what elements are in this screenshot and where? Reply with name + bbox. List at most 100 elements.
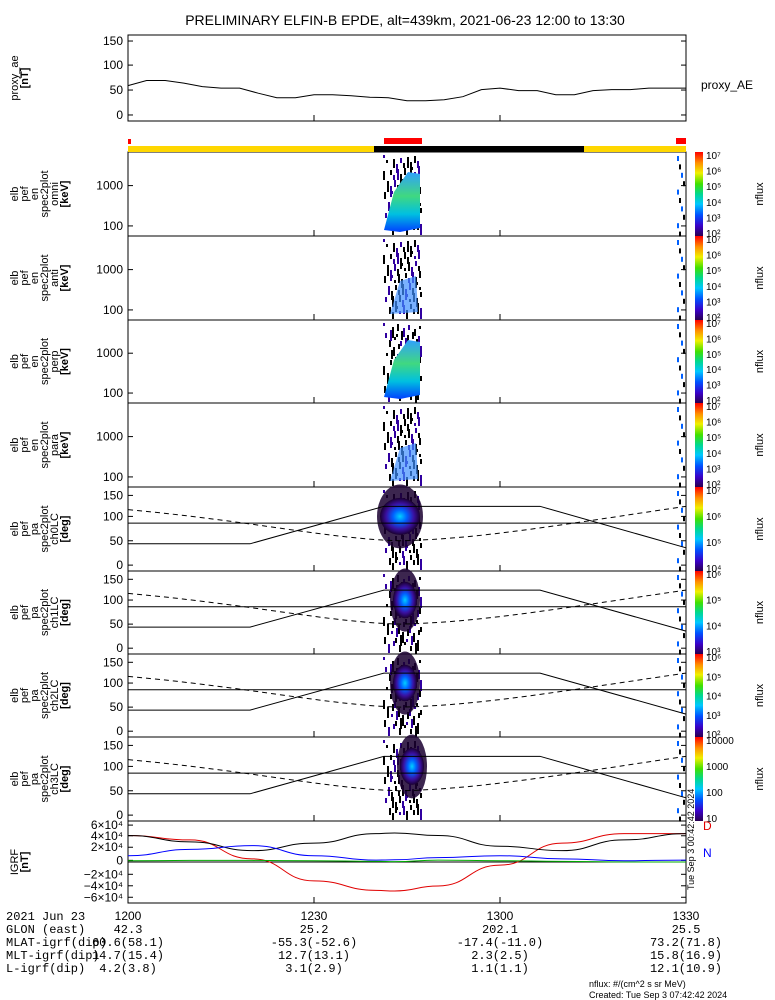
data-streak [395,786,397,791]
ylabel-line: [keV] [59,180,71,207]
data-streak [683,549,685,555]
data-streak [683,298,685,304]
data-streak [403,556,405,565]
colorbar: 10⁷ 10⁶ 10⁵ 10⁴ 10³ 10² nflux [695,235,766,324]
data-streak [679,783,681,788]
ephemeris-value: -17.4(-11.0) [457,936,543,950]
colorbar-tick: 10⁶ [706,334,721,345]
data-streak [410,395,412,400]
ytick-label: 100 [103,759,123,773]
data-streak [415,261,417,266]
ephemeris-value: 12.7(13.1) [278,949,350,963]
colorbar-tick: 10⁶ [706,418,721,429]
colorbar-tick: 10⁶ [706,512,721,523]
ylabel-line: [nT] [19,67,31,88]
colorbar-tick: 10³ [706,647,721,658]
data-streak [387,766,389,777]
ytick-label: 50 [110,534,124,548]
data-streak [400,158,402,163]
data-streak [392,621,394,628]
data-streak [420,627,422,632]
data-streak [398,625,400,634]
data-streak [413,633,415,642]
data-streak [387,624,389,635]
data-streak [683,516,685,522]
colorbar-tick: 10⁴ [706,692,721,703]
ephemeris-row-label: L-igrf(dip) [6,962,85,976]
data-streak [397,269,399,276]
data-streak [679,666,681,672]
data-streak [408,325,410,330]
data-streak [410,246,412,257]
igrf-series-line [127,845,687,862]
data-streak [392,228,394,235]
data-streak [420,680,422,691]
data-streak [398,708,400,717]
data-streak [383,239,385,242]
data-streak [413,794,415,803]
data-streak [417,161,419,168]
ephemeris-value: 1.1(1.1) [471,962,529,976]
colorbar-tick: 10⁶ [706,570,721,581]
data-streak [389,474,391,481]
panel-frame [127,34,687,122]
data-streak [399,796,401,803]
data-streak [414,156,416,163]
data-streak [407,424,409,431]
ytick-label: 1000 [96,179,123,193]
data-streak [683,599,685,605]
data-streak [677,558,679,564]
data-streak [396,749,398,758]
data-streak [383,756,385,765]
data-streak [401,331,403,340]
spectrum-blob [390,276,418,314]
loss-cone-line [128,505,687,549]
data-streak [418,713,420,718]
data-streak [389,558,391,565]
data-streak [383,740,385,743]
spectrum-blob [384,172,420,232]
ylabel-line: elb [9,605,21,620]
data-streak [407,241,409,252]
data-streak [393,426,395,431]
data-streak [681,757,683,763]
data-streak [385,584,387,589]
data-streak [420,376,422,381]
data-streak [683,633,685,639]
ylabel-line: pef [19,604,31,620]
data-streak [392,797,394,808]
data-streak [420,809,422,820]
data-streak [393,760,395,765]
data-streak [400,635,402,646]
data-streak [407,629,409,636]
proxy-ae-line [127,80,686,102]
ephemeris-value: 2.3(2.5) [471,949,529,963]
ylabel-line: ch0LC [49,513,61,545]
ylabel-line: en [29,439,41,451]
xtick-1330: 1330 [673,909,700,923]
colorbar-label: nflux [754,683,766,707]
data-streak [397,436,399,443]
data-streak [403,247,405,252]
colorbar-gradient [695,236,703,320]
data-streak [404,419,406,426]
ephemeris-row-label: GLON (east) [6,923,85,937]
data-streak [681,457,683,463]
data-streak [394,180,396,187]
data-streak [385,333,387,338]
data-streak [385,667,387,672]
data-streak [411,434,413,443]
ylabel-line: [keV] [59,431,71,458]
data-streak [414,256,416,259]
bar-red-end [676,138,686,144]
data-streak [386,687,388,690]
data-streak [679,282,681,287]
data-streak [396,248,398,257]
data-streak [410,805,412,810]
data-streak [681,172,683,178]
data-streak [396,334,398,337]
data-streak [384,192,386,199]
data-streak [396,164,398,173]
data-streak [409,800,411,803]
pitch-angle-blob [380,497,420,535]
